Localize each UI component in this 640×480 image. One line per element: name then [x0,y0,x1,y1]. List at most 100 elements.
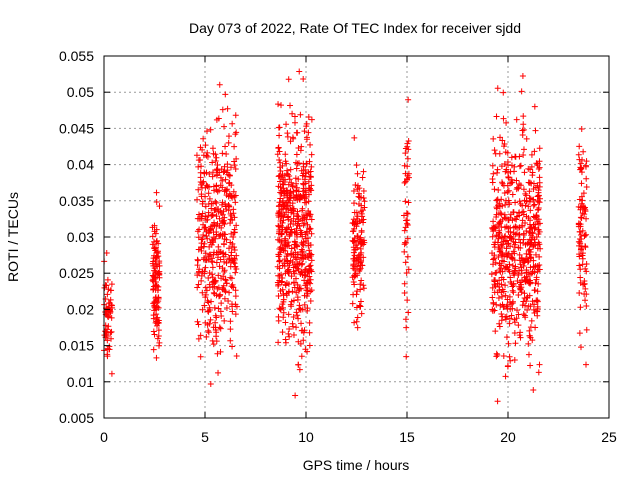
data-point [358,210,365,217]
data-point [198,163,205,170]
data-point [305,178,312,185]
data-point [303,134,310,141]
data-point [500,89,507,96]
data-point [300,160,307,167]
data-point [508,154,515,161]
data-point [360,187,367,194]
data-point [195,281,202,288]
data-point [303,120,310,127]
data-point [229,343,236,350]
data-point [223,236,230,243]
data-point [519,73,526,80]
data-point [232,287,239,294]
data-point [351,134,358,141]
data-point [200,221,207,228]
data-point [499,293,506,300]
data-point [153,189,160,196]
data-point [228,283,235,290]
data-point [282,319,289,326]
data-point [219,265,226,272]
data-point [282,226,289,233]
data-point [307,262,314,269]
data-point [284,133,291,140]
data-point [513,116,520,123]
data-point [354,314,361,321]
data-point [231,246,238,253]
data-point [293,233,300,240]
data-point [298,249,305,256]
data-point [201,240,208,247]
y-tick-label: 0.01 [67,374,94,390]
data-point [217,348,224,355]
data-point [301,301,308,308]
data-point [505,174,512,181]
data-point [302,346,309,353]
data-point [292,218,299,225]
data-point [207,316,214,323]
data-point [532,280,539,287]
data-point [350,262,357,269]
data-point [520,146,527,153]
data-point [298,320,305,327]
data-point [289,110,296,117]
x-axis-label: GPS time / hours [303,457,410,473]
data-point [307,141,314,148]
data-point [287,188,294,195]
data-point [215,369,222,376]
data-point [537,245,544,252]
data-point [576,330,583,337]
data-point [211,219,218,226]
data-point [354,324,361,331]
data-point [527,362,534,369]
data-point [506,299,513,306]
data-point [583,175,590,182]
data-point [225,180,232,187]
data-point [285,76,292,83]
data-point [577,344,584,351]
data-point [195,157,202,164]
data-point [535,204,542,211]
data-point [510,209,517,216]
data-point [520,152,527,159]
data-point [211,280,218,287]
data-point [302,231,309,238]
data-point [232,263,239,270]
data-point [401,289,408,296]
data-point [360,282,367,289]
data-point [529,298,536,305]
data-point [290,313,297,320]
data-point [275,292,282,299]
data-point [523,295,530,302]
data-point [213,167,220,174]
data-point [278,279,285,286]
data-point [294,296,301,303]
data-point [527,207,534,214]
data-point [493,269,500,276]
data-point [535,369,542,376]
data-point [275,222,282,229]
data-point [490,170,497,177]
data-point [201,268,208,275]
data-point [502,292,509,299]
data-point [220,240,227,247]
data-point [300,188,307,195]
data-point [356,268,363,275]
data-point [108,335,115,342]
data-point [291,119,298,126]
data-point [519,217,526,224]
data-point [488,250,495,257]
data-point [351,221,358,228]
data-point [219,177,226,184]
data-point [489,179,496,186]
data-point [214,162,221,169]
data-point [308,266,315,273]
data-point [504,252,511,259]
data-point [582,297,589,304]
data-point [196,226,203,233]
data-point [522,314,529,321]
y-tick-label: 0.03 [67,229,94,245]
data-point [350,187,357,194]
data-point [209,279,216,286]
data-point [233,303,240,310]
data-point [298,167,305,174]
